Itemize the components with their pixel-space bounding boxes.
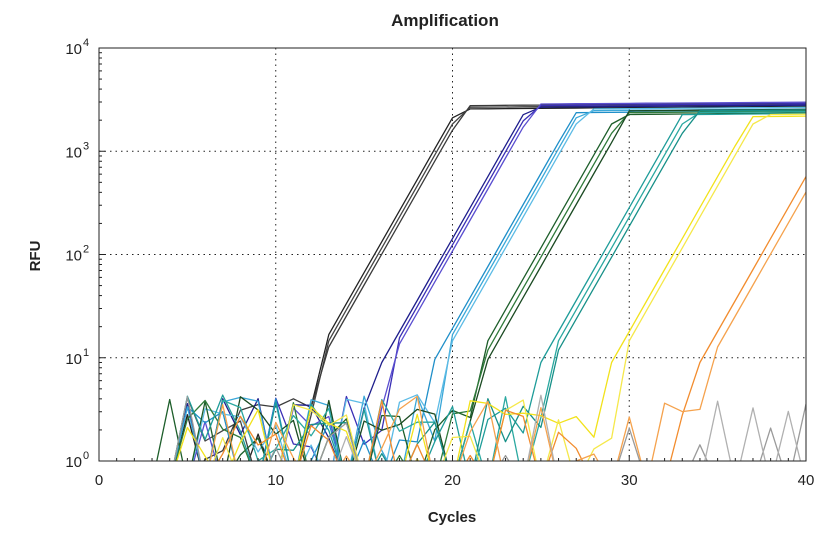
amplification-curve-1 [174,105,806,461]
chart-title: Amplification [391,11,499,30]
x-tick-label: 10 [267,472,284,489]
y-tick-exponent: 0 [83,450,89,462]
amplification-curve-4 [174,104,806,461]
y-tick-label: 10 [65,144,82,161]
y-tick-label: 10 [65,248,82,265]
amplification-curve-14 [209,111,806,461]
grid-lines [99,48,806,461]
y-tick-exponent: 3 [83,140,89,152]
y-tick-label: 10 [65,351,82,368]
amplification-curve-15 [269,109,806,461]
x-tick-label: 0 [95,472,103,489]
y-tick-exponent: 2 [83,244,89,256]
amplification-curve-16 [176,115,806,461]
y-axis-label: RFU [27,241,44,272]
amplification-curve-9 [192,106,806,461]
amplification-curve-18 [217,176,806,461]
amplification-curve-5 [262,103,806,461]
amplification-curve-6 [193,101,806,461]
y-tick-label: 10 [65,454,82,471]
amplification-curve-11 [175,110,806,461]
axes [98,47,807,462]
x-tick-label: 20 [444,472,461,489]
y-tick-exponent: 1 [83,347,89,359]
x-axis-label: Cycles [428,509,476,526]
y-tick-exponent: 4 [83,37,89,49]
y-tick-label: 10 [65,41,82,58]
x-tick-label: 40 [798,472,815,489]
x-tick-label: 30 [621,472,638,489]
amplification-curve-19 [209,191,806,461]
plot-area [156,101,806,461]
